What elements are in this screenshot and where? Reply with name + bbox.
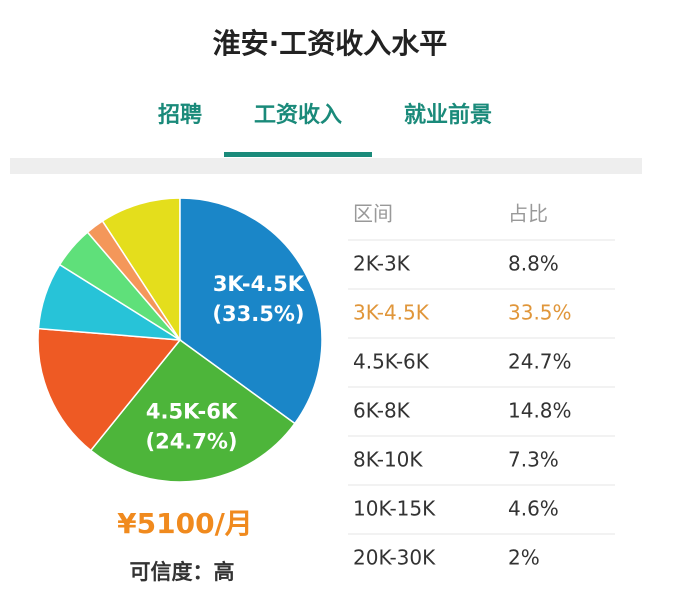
share-cell: 33.5% xyxy=(508,301,572,325)
share-cell: 7.3% xyxy=(508,448,559,472)
slice-label: (33.5%) xyxy=(212,302,304,326)
confidence: 可信度：高 xyxy=(130,560,235,584)
tab-underline xyxy=(224,152,372,157)
table-header: 区间 xyxy=(353,202,393,226)
share-cell: 8.8% xyxy=(508,252,559,276)
page-title: 淮安·工资收入水平 xyxy=(213,27,448,60)
range-cell: 6K-8K xyxy=(353,399,411,423)
slice-label: (24.7%) xyxy=(145,429,237,453)
pie-slice xyxy=(179,197,323,425)
slice-category: 4.5K-6K xyxy=(146,399,238,423)
range-cell: 3K-4.5K xyxy=(353,301,430,325)
share-cell: 4.6% xyxy=(508,497,559,521)
range-cell: 2K-3K xyxy=(353,252,411,276)
range-cell: 20K-30K xyxy=(353,546,436,570)
tab[interactable]: 就业前景 xyxy=(404,102,492,128)
slice-category: 3K-4.5K xyxy=(213,272,305,296)
range-cell: 10K-15K xyxy=(353,497,436,521)
tab[interactable]: 招聘 xyxy=(158,103,202,128)
share-cell: 24.7% xyxy=(508,350,572,374)
pie-slice xyxy=(89,338,296,483)
share-cell: 14.8% xyxy=(508,399,572,423)
separator xyxy=(10,158,642,174)
range-cell: 4.5K-6K xyxy=(353,350,430,374)
pie-slice xyxy=(101,197,181,343)
share-cell: 2% xyxy=(508,546,540,570)
tab[interactable]: 工资收入 xyxy=(254,102,342,128)
pie-slice xyxy=(37,327,182,452)
range-cell: 8K-10K xyxy=(353,448,423,472)
pie-slice xyxy=(86,220,181,341)
salary: ¥5100/月 xyxy=(117,507,253,540)
table-header: 占比 xyxy=(508,202,548,226)
